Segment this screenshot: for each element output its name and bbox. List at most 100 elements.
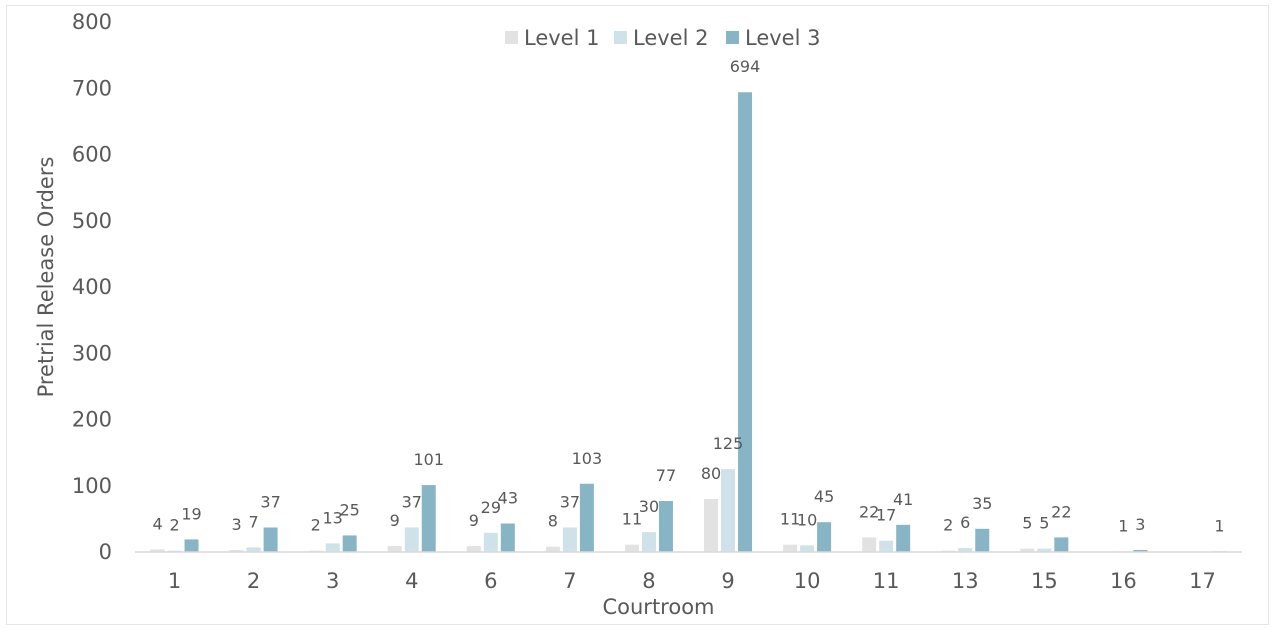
data-label: 30 xyxy=(639,497,659,516)
bar xyxy=(817,522,832,552)
data-label: 45 xyxy=(814,487,834,506)
bar xyxy=(783,544,798,552)
data-label: 11 xyxy=(780,510,800,529)
data-label: 29 xyxy=(481,498,501,517)
x-tick-label: 16 xyxy=(1110,569,1137,593)
x-tick-label: 17 xyxy=(1189,569,1216,593)
data-label: 694 xyxy=(730,57,761,76)
legend-swatch xyxy=(726,31,739,44)
y-tick-label: 100 xyxy=(72,474,112,498)
data-label: 13 xyxy=(322,508,342,527)
data-label: 17 xyxy=(876,506,896,525)
y-tick-label: 600 xyxy=(72,143,112,167)
bar xyxy=(879,540,894,552)
bar xyxy=(500,523,515,552)
bar xyxy=(562,527,577,552)
data-label: 125 xyxy=(713,434,744,453)
x-axis-label: Courtroom xyxy=(602,595,714,619)
legend-swatch xyxy=(505,31,518,44)
y-tick-label: 700 xyxy=(72,76,112,100)
x-tick-label: 10 xyxy=(794,569,821,593)
x-tick-label: 13 xyxy=(952,569,979,593)
bar xyxy=(896,524,911,552)
x-tick-label: 11 xyxy=(873,569,900,593)
legend-label: Level 3 xyxy=(745,26,820,50)
data-label: 11 xyxy=(622,510,642,529)
legend-label: Level 1 xyxy=(524,26,599,50)
bar xyxy=(150,549,165,552)
bar xyxy=(421,485,436,552)
data-label: 80 xyxy=(701,464,721,483)
y-tick-label: 400 xyxy=(72,275,112,299)
y-tick-label: 500 xyxy=(72,209,112,233)
data-label: 103 xyxy=(572,449,603,468)
y-tick-label: 300 xyxy=(72,341,112,365)
x-tick-label: 8 xyxy=(642,569,655,593)
data-label: 6 xyxy=(960,513,970,532)
data-label: 37 xyxy=(260,492,280,511)
bar xyxy=(184,539,199,552)
data-label: 5 xyxy=(1039,514,1049,533)
data-label: 101 xyxy=(413,450,444,469)
bar xyxy=(641,532,656,552)
y-tick-label: 200 xyxy=(72,408,112,432)
data-label: 1 xyxy=(1118,516,1128,535)
y-tick-label: 800 xyxy=(72,10,112,34)
bar xyxy=(342,535,357,552)
bar xyxy=(466,546,481,552)
x-tick-label: 7 xyxy=(563,569,576,593)
data-label: 22 xyxy=(859,502,879,521)
bar xyxy=(483,532,498,552)
bar xyxy=(721,469,736,552)
bar xyxy=(1020,548,1035,552)
bar xyxy=(704,499,719,552)
data-label: 2 xyxy=(311,516,321,535)
bar xyxy=(1054,537,1069,552)
data-label: 8 xyxy=(548,512,558,531)
data-label: 10 xyxy=(797,510,817,529)
data-label: 35 xyxy=(972,494,992,513)
x-axis-ticks: 1 2 3 4 6 7 8 9 10 11 13 15 16 17 xyxy=(168,569,1216,593)
y-axis-ticks: 0 100 200 300 400 500 600 700 800 xyxy=(72,10,112,564)
bar xyxy=(229,550,244,552)
data-label: 3 xyxy=(1135,515,1145,534)
data-label: 41 xyxy=(893,490,913,509)
data-label: 37 xyxy=(402,492,422,511)
bar xyxy=(1133,550,1148,552)
y-axis-label: Pretrial Release Orders xyxy=(34,157,58,398)
bar xyxy=(404,527,419,552)
bar xyxy=(325,543,340,552)
data-label: 19 xyxy=(181,504,201,523)
chart-border xyxy=(6,5,1269,625)
data-label: 7 xyxy=(249,512,259,531)
x-tick-label: 9 xyxy=(721,569,734,593)
bar xyxy=(387,546,402,552)
x-tick-label: 6 xyxy=(484,569,497,593)
bar xyxy=(958,548,973,552)
data-label: 25 xyxy=(339,500,359,519)
bar xyxy=(545,546,560,552)
bars xyxy=(150,92,1227,552)
bar xyxy=(263,527,278,552)
bar xyxy=(1037,548,1052,552)
data-label: 9 xyxy=(390,511,400,530)
legend-swatch xyxy=(614,31,627,44)
legend-label: Level 2 xyxy=(633,26,708,50)
data-label: 9 xyxy=(469,511,479,530)
data-label: 77 xyxy=(656,466,676,485)
bar xyxy=(862,537,877,552)
data-label: 2 xyxy=(943,516,953,535)
bar xyxy=(658,500,673,552)
x-tick-label: 15 xyxy=(1031,569,1058,593)
x-tick-label: 3 xyxy=(326,569,339,593)
data-label: 2 xyxy=(169,516,179,535)
data-label: 4 xyxy=(152,514,162,533)
bar xyxy=(579,483,594,552)
y-tick-label: 0 xyxy=(99,540,112,564)
x-tick-label: 2 xyxy=(247,569,260,593)
data-label: 1 xyxy=(1214,516,1224,535)
bar xyxy=(624,544,639,552)
bar xyxy=(975,528,990,552)
